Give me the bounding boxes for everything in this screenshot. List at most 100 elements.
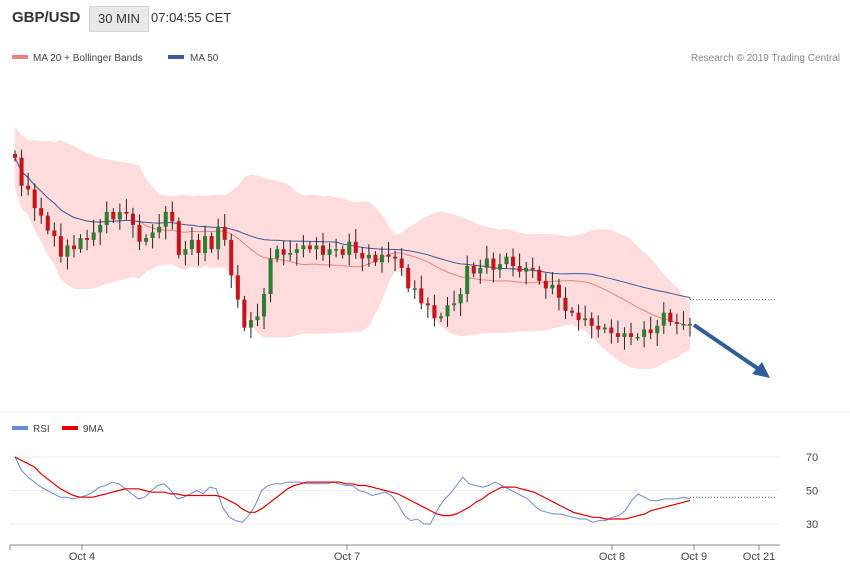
rsi-ma-legend-label: 9MA [83, 424, 104, 435]
candle-body [478, 267, 483, 274]
candle-body [52, 230, 57, 237]
candle [419, 275, 424, 310]
candle [576, 304, 581, 331]
candle-body [347, 241, 352, 255]
chart-header: GBP/USD 30 MIN 07:04:55 CET [0, 0, 850, 36]
candle [340, 245, 345, 259]
candle [635, 333, 640, 341]
candle [655, 319, 660, 346]
candle-body [517, 266, 522, 272]
candle-body [556, 284, 561, 298]
candle [45, 211, 50, 235]
candle-body [635, 336, 640, 339]
candle-body [32, 189, 37, 209]
candle [465, 255, 470, 303]
candle-body [163, 211, 168, 227]
candle-body [104, 211, 109, 225]
candle-body [458, 294, 463, 304]
candlesticks [12, 149, 693, 350]
candle-body [150, 232, 155, 238]
candle-body [255, 316, 260, 321]
candle-body [471, 266, 476, 274]
candle-body [144, 238, 149, 242]
forecast-arrow-line [692, 323, 762, 372]
candle [602, 323, 607, 334]
candle [65, 239, 70, 270]
timeframe-selector[interactable]: 30 MIN [89, 6, 149, 32]
candle [157, 214, 162, 239]
candle [189, 227, 194, 256]
ma50-legend-label: MA 50 [190, 53, 219, 64]
rsi-legend-label: RSI [33, 424, 50, 435]
candle [425, 297, 430, 318]
candle [268, 248, 273, 303]
credit-label: Research © 2019 Trading Central [691, 53, 840, 64]
candle [334, 238, 339, 258]
candle-body [668, 312, 673, 322]
candle [183, 240, 188, 266]
candle [537, 266, 542, 285]
candle-body [681, 323, 686, 326]
candle-body [537, 269, 542, 281]
candle-body [196, 239, 201, 253]
candle [261, 288, 267, 330]
candle [524, 261, 529, 285]
candle-body [504, 256, 509, 265]
candle [124, 199, 129, 220]
candle-body [111, 211, 116, 220]
candle [642, 321, 647, 348]
candle-body [497, 264, 502, 270]
candle [438, 312, 444, 322]
bollinger-bands [15, 126, 690, 370]
x-axis-tick-label: Oct 21 [743, 551, 775, 563]
rsi-tick-label: 50 [806, 486, 818, 498]
candle [150, 224, 155, 249]
candle [26, 173, 31, 196]
candle [550, 271, 555, 295]
candle-body [386, 254, 391, 257]
candle-body [622, 333, 627, 337]
candle [491, 252, 496, 283]
candle [504, 252, 509, 268]
candle [32, 183, 37, 221]
candle [58, 223, 63, 263]
candle [583, 305, 588, 327]
candle-body [661, 312, 666, 326]
candle-body [576, 312, 581, 321]
candle-body [65, 245, 70, 257]
candle [399, 248, 404, 277]
timestamp-label: 07:04:55 CET [151, 10, 232, 25]
candle [393, 250, 398, 272]
candle [589, 312, 594, 339]
candle [203, 225, 208, 262]
candle-body [379, 254, 385, 263]
candle [71, 235, 77, 258]
candle-body [491, 258, 496, 270]
candle-body [484, 258, 489, 268]
candle [170, 201, 175, 230]
candle-body [425, 303, 430, 306]
candle-body [170, 211, 175, 222]
candle [255, 303, 260, 327]
candle [458, 288, 463, 317]
candle [530, 257, 535, 278]
forecast-arrow-head [752, 362, 770, 378]
candle [130, 207, 135, 238]
candle-body [419, 288, 424, 304]
candle-body [137, 224, 142, 242]
candle [563, 287, 568, 320]
candle-body [452, 303, 457, 306]
candle-body [399, 258, 404, 268]
candle [137, 214, 142, 250]
candle-body [674, 322, 679, 324]
candle-body [275, 249, 280, 259]
candle-body [438, 316, 444, 319]
bollinger-band-area [15, 126, 690, 370]
candle [314, 237, 319, 260]
candle-body [596, 325, 601, 330]
candle-body [615, 333, 620, 337]
ma20-legend-label: MA 20 + Bollinger Bands [33, 53, 143, 64]
candle-body [261, 294, 267, 317]
candle-body [320, 245, 326, 255]
